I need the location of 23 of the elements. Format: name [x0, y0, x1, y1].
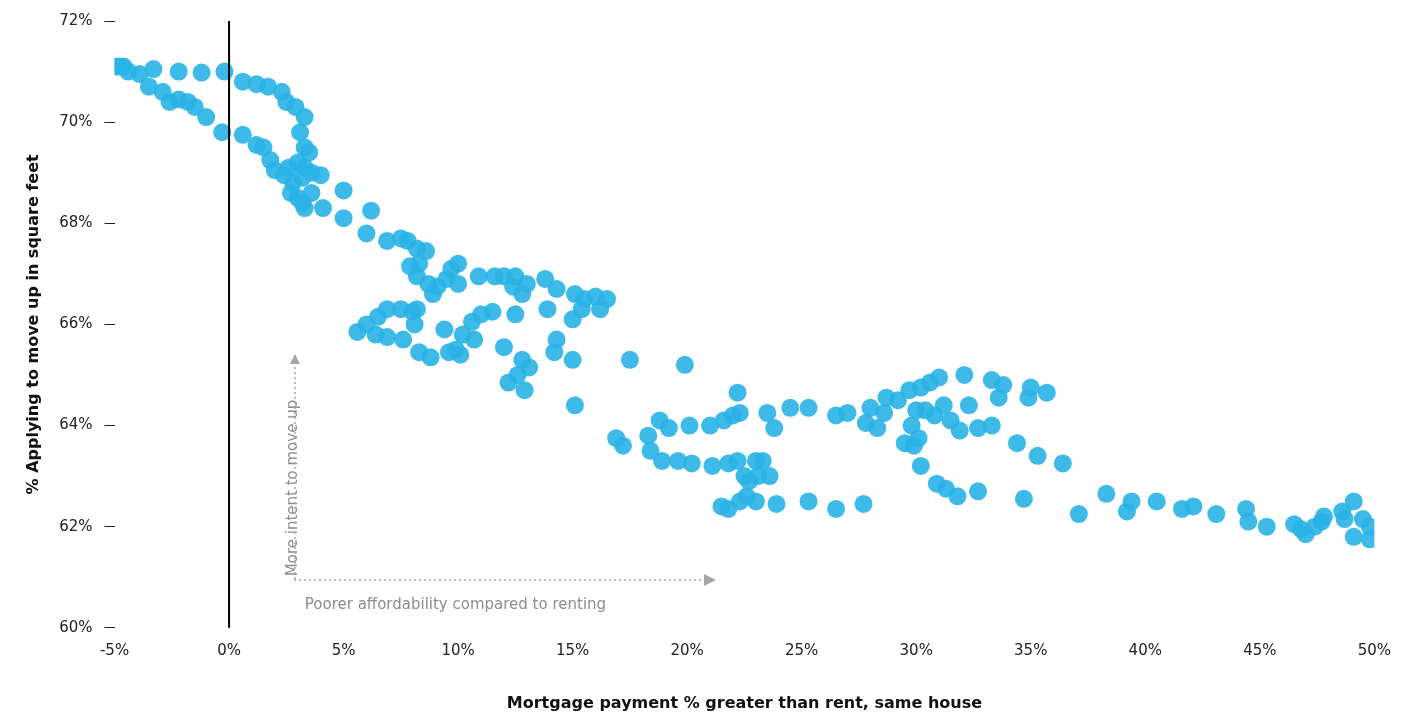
y-tick-label: 60%: [59, 617, 93, 636]
y-tick-label: 72%: [59, 10, 93, 29]
x-tick-label: 15%: [555, 640, 590, 659]
x-tick-label: 50%: [1357, 640, 1391, 659]
y-tick-label: 66%: [59, 314, 93, 333]
x-tick-label: 25%: [785, 640, 819, 659]
x-tick-label: 10%: [441, 640, 475, 659]
x-tick-label: 20%: [670, 640, 704, 659]
annotation: More intent to move up: [283, 399, 302, 577]
x-tick-label: -5%: [99, 640, 130, 659]
x-tick-label: 30%: [899, 640, 933, 659]
y-tick-label: 68%: [59, 213, 93, 232]
y-tick-label: 64%: [59, 415, 93, 434]
annotation: Poorer affordability compared to renting: [304, 594, 607, 613]
x-axis-title: Mortgage payment % greater than rent, same house: [506, 692, 983, 712]
x-tick-label: 45%: [1243, 640, 1277, 659]
y-tick-label: 62%: [59, 516, 93, 535]
x-tick-label: 5%: [331, 640, 356, 659]
x-tick-label: 0%: [217, 640, 241, 659]
x-tick-label: 35%: [1014, 640, 1048, 659]
y-tick-label: 70%: [59, 112, 93, 131]
y-axis-title: % Applying to move up in square feet: [22, 154, 42, 495]
x-tick-label: 40%: [1128, 640, 1162, 659]
